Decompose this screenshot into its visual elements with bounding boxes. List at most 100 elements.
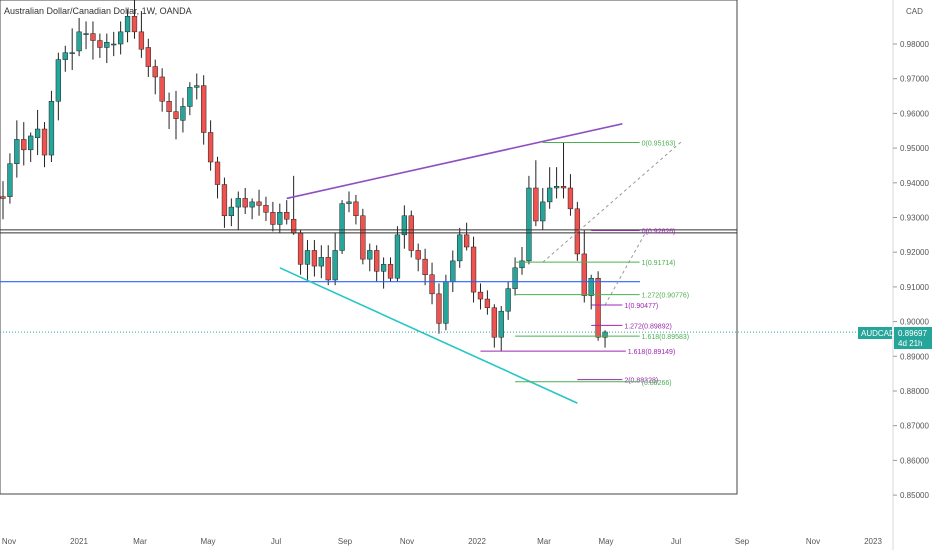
candle-down	[360, 215, 366, 260]
fib-level-label: 1.272(0.90776)	[642, 293, 689, 300]
time-tick-label: Nov	[2, 537, 16, 546]
candle-up	[235, 198, 241, 208]
candle-up	[55, 59, 62, 102]
candle-down	[567, 187, 574, 210]
price-tick-label: 0.88000	[900, 387, 929, 396]
time-tick-label: 2021	[70, 537, 88, 546]
time-tick-label: 2022	[468, 537, 486, 546]
candle-up	[194, 85, 200, 88]
time-tick-label: Mar	[133, 537, 147, 546]
fib-level-label: 1(0.91714)	[642, 260, 676, 267]
candle-up	[526, 187, 532, 262]
candle-up	[83, 33, 89, 35]
candle-up	[7, 163, 13, 197]
time-tick-label: Jul	[671, 537, 681, 546]
candle-up	[339, 203, 345, 251]
time-tick-label: May	[200, 537, 215, 546]
trendline-upper-resistance	[286, 123, 623, 200]
candle-down	[429, 274, 435, 295]
price-tick-label: 0.90000	[900, 318, 929, 327]
candle-up	[318, 257, 324, 267]
price-tick-label: 0.94000	[900, 179, 929, 188]
candle-down	[166, 101, 172, 112]
candle-down	[311, 250, 318, 267]
price-axis[interactable]: 0.98000 0.97000 0.96000 0.95000 0.94000 0.930…	[893, 40, 929, 500]
candle-down	[477, 291, 484, 300]
time-tick-label: Sep	[338, 537, 353, 546]
candle-down	[97, 40, 103, 48]
time-tick-label: 2023	[864, 537, 882, 546]
candle-up	[28, 135, 34, 151]
price-tick-label: 0.86000	[900, 456, 929, 465]
candle-down	[374, 250, 380, 272]
fib-level-label: 0(0.92626)	[642, 228, 676, 235]
candle-down	[297, 232, 304, 265]
price-tick-label: 0.87000	[900, 422, 929, 431]
trendline-lower-support	[279, 267, 578, 404]
pane-border	[0, 0, 738, 495]
candle-up	[588, 277, 594, 296]
candle-up	[540, 201, 546, 222]
candle-down	[422, 258, 428, 276]
price-tag	[894, 327, 932, 349]
candle-down	[463, 234, 470, 248]
candle-down	[284, 212, 290, 220]
time-tick-label: Mar	[537, 537, 551, 546]
candle-up	[104, 42, 110, 48]
candle-up	[519, 260, 525, 269]
candle-up	[512, 267, 518, 289]
candle-down	[574, 208, 581, 255]
price-tick-label: 0.91000	[900, 283, 929, 292]
candle-down	[221, 184, 228, 217]
candle-down	[491, 307, 497, 338]
candle-down	[173, 111, 179, 119]
candle-down	[325, 257, 331, 281]
candle-up	[401, 215, 408, 236]
candle-up	[14, 139, 20, 164]
candle-up	[332, 250, 338, 281]
candle-up	[187, 87, 193, 107]
fib-level-label: 2(0.88328)	[624, 378, 658, 385]
candle-up	[602, 331, 608, 338]
price-tick-label: 0.98000	[900, 40, 929, 49]
candle-up	[228, 206, 235, 217]
candle-up	[443, 281, 449, 324]
symbol-tag	[858, 327, 892, 339]
candle-up	[180, 106, 186, 121]
candle-down	[595, 277, 601, 338]
candle-up	[124, 15, 131, 33]
candle-down	[159, 76, 165, 102]
candle-down	[263, 205, 269, 213]
last-price-tag: AUDCAD 0.89697 4d 21h	[858, 327, 932, 349]
time-tick-label: Nov	[400, 537, 414, 546]
fib-level-label: 1.618(0.89149)	[628, 349, 675, 356]
price-tick-label: 0.93000	[900, 214, 929, 223]
candle-down	[152, 66, 158, 78]
price-tag-countdown: 4d 21h	[898, 339, 922, 348]
candle-down	[138, 31, 145, 50]
time-tick-label: Nov	[806, 537, 820, 546]
candle-down	[436, 293, 442, 324]
candle-up	[34, 128, 41, 138]
candle-up	[346, 201, 352, 204]
time-axis[interactable]: Nov 2021 Mar May Jul Sep Nov 2022 Mar May Jul Sep No…	[2, 537, 883, 546]
candle-up	[117, 31, 124, 45]
candle-up	[547, 187, 553, 203]
fib-level-label: 1(0.90477)	[624, 303, 658, 310]
candle-down	[201, 85, 207, 133]
candle-down	[290, 218, 297, 234]
time-tick-label: Jul	[271, 537, 281, 546]
time-tick-label: May	[598, 537, 613, 546]
fib-level-label: 0(0.95163)	[642, 140, 676, 147]
candle-up	[498, 310, 504, 338]
candle-down	[214, 161, 221, 185]
candle-up	[111, 43, 117, 46]
candle-up	[505, 288, 511, 312]
currency-label: CAD	[906, 7, 923, 16]
candle-down	[484, 298, 491, 308]
candle-down	[90, 33, 96, 41]
candle-down	[0, 196, 6, 199]
candle-up	[394, 234, 401, 279]
